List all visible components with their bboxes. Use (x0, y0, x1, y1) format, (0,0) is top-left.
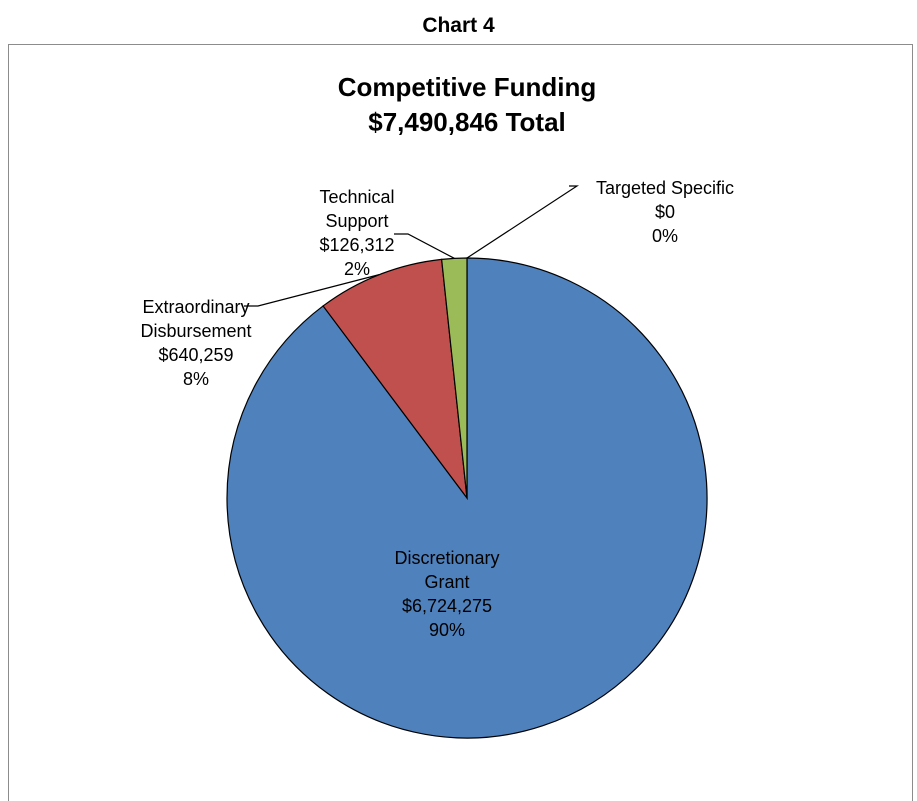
data-label-technical-support: Technical Support $126,312 2% (319, 187, 394, 279)
leader-line-extraordinary-disbursement (244, 274, 380, 307)
chart-title: Competitive Funding (338, 72, 597, 102)
data-label-discretionary-grant: Discretionary Grant $6,724,275 90% (394, 548, 499, 640)
leader-line-targeted-specific (466, 185, 580, 259)
leader-line-technical-support (394, 233, 455, 259)
chart-frame (8, 44, 913, 801)
data-label-extraordinary-disbursement: Extraordinary Disbursement $640,259 8% (140, 297, 251, 389)
slice-extraordinary-disbursement (322, 258, 468, 501)
chart-subtitle: $7,490,846 Total (368, 107, 566, 137)
chart-heading: Chart 4 (422, 14, 495, 37)
data-label-targeted-specific: Targeted Specific $0 0% (596, 178, 734, 246)
slice-technical-support (440, 257, 468, 499)
